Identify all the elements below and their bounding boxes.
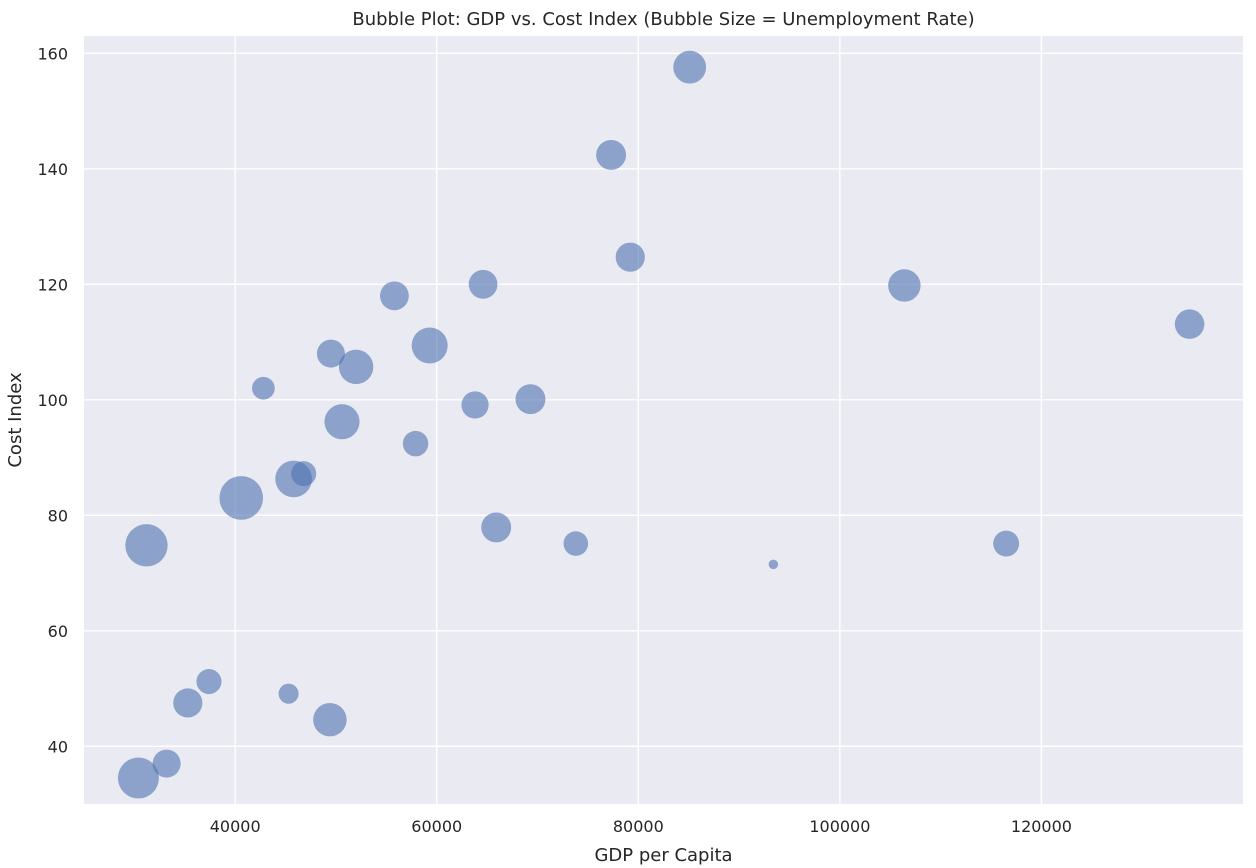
bubble-series [117,50,1205,799]
bubble-point [278,683,299,704]
y-tick-label: 80 [48,506,68,525]
gridlines [84,36,1243,804]
y-tick-label: 60 [48,622,68,641]
x-tick-label: 60000 [411,817,462,836]
bubble-point [411,327,448,364]
bubble-point [1174,309,1205,339]
bubble-point [380,281,409,311]
bubble-point [152,749,181,778]
y-tick-label: 100 [37,391,68,410]
bubble-point [173,688,203,718]
bubble-point [673,50,707,84]
y-tick-label: 140 [37,160,68,179]
bubble-point [461,391,489,419]
bubble-point [196,669,222,695]
x-tick-label: 40000 [210,817,261,836]
bubble-point [313,702,347,737]
bubble-point [324,404,360,440]
y-axis-ticks: 40 60 80 100 120 140 160 [37,44,68,756]
bubble-point [596,139,627,170]
bubble-point [468,269,498,299]
chart-title: Bubble Plot: GDP vs. Cost Index (Bubble … [352,9,974,30]
plot-area [84,36,1243,804]
bubble-point [993,530,1020,557]
x-tick-label: 80000 [613,817,664,836]
y-axis-label: Cost Index [5,372,26,468]
bubble-point [515,384,546,415]
bubble-point [117,757,159,799]
bubble-point [615,242,645,272]
bubble-point [768,559,779,570]
bubble-point [252,376,275,400]
bubble-point [338,349,374,385]
bubble-point [481,512,512,543]
x-tick-label: 100000 [809,817,870,836]
bubble-point [888,269,921,302]
bubble-point [125,524,168,567]
bubble-point [316,339,345,368]
bubble-point [563,531,589,556]
bubble-point [402,430,429,457]
bubble-point [291,461,317,487]
x-axis-label: GDP per Capita [594,845,732,866]
x-axis-ticks: 40000 60000 80000 100000 120000 [210,817,1072,836]
x-tick-label: 120000 [1011,817,1072,836]
bubble-point [219,476,264,520]
y-tick-label: 120 [37,275,68,294]
y-tick-label: 160 [37,44,68,63]
y-tick-label: 40 [48,737,68,756]
